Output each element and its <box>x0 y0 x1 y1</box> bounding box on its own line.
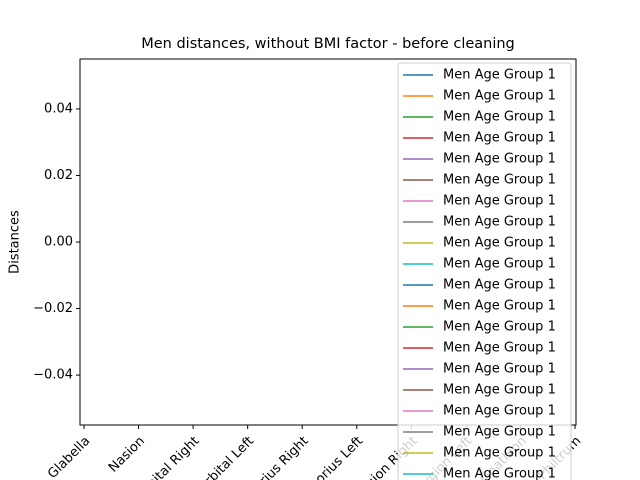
legend-label: Men Age Group 1 <box>443 278 556 293</box>
legend-label: Men Age Group 1 <box>443 362 556 377</box>
y-tick-label: 0.02 <box>44 168 73 183</box>
legend-label: Men Age Group 1 <box>443 257 556 272</box>
legend-label: Men Age Group 1 <box>443 425 556 440</box>
legend-box <box>397 62 572 480</box>
x-tick-label: Risorius Left <box>299 434 366 480</box>
y-tick-label: 0.04 <box>44 101 73 116</box>
legend-label: Men Age Group 1 <box>443 215 556 230</box>
legend: Men Age Group 1 Men Age Group 1 Men Age Gr… <box>397 62 572 480</box>
legend-label: Men Age Group 1 <box>443 404 556 419</box>
legend-label: Men Age Group 1 <box>443 152 556 167</box>
y-tick-label: 0.00 <box>44 235 73 250</box>
legend-label: Men Age Group 1 <box>443 173 556 188</box>
legend-label: Men Age Group 1 <box>443 236 556 251</box>
legend-label: Men Age Group 1 <box>443 110 556 125</box>
y-tick-label: −0.02 <box>33 301 73 316</box>
legend-label: Men Age Group 1 <box>443 131 556 146</box>
legend-label: Men Age Group 1 <box>443 320 556 335</box>
legend-label: Men Age Group 1 <box>443 68 556 83</box>
legend-label: Men Age Group 1 <box>443 194 556 209</box>
legend-label: Men Age Group 1 <box>443 446 556 461</box>
chart-title: Men distances, without BMI factor - befo… <box>141 36 515 52</box>
legend-label: Men Age Group 1 <box>443 341 556 356</box>
x-tick-label: Orbital Left <box>195 434 257 480</box>
legend-label: Men Age Group 1 <box>443 89 556 104</box>
y-tick-label: −0.04 <box>33 368 73 383</box>
y-axis-label: Distances <box>8 210 23 274</box>
legend-label: Men Age Group 1 <box>443 467 556 480</box>
legend-label: Men Age Group 1 <box>443 299 556 314</box>
legend-label: Men Age Group 1 <box>443 383 556 398</box>
x-tick-label: Nasion <box>106 434 148 476</box>
x-tick-label: Glabella <box>45 434 93 480</box>
